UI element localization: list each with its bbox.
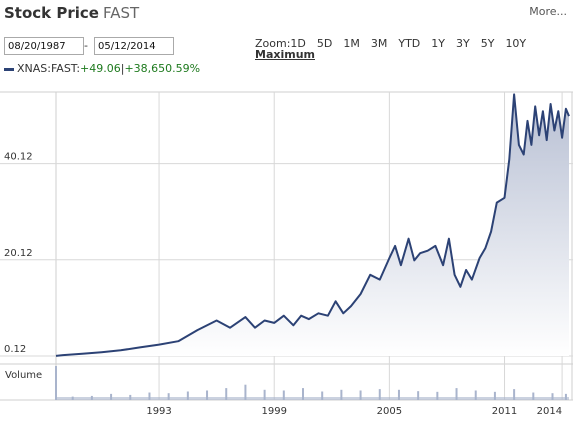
volume-bar (167, 393, 170, 400)
start-date-input[interactable] (4, 37, 84, 55)
volume-bar (340, 389, 343, 400)
zoom-bar: Zoom:1D 5D 1M 3M YTD 1Y 3Y 5Y 10Y (255, 37, 526, 50)
volume-bar (302, 388, 304, 400)
volume-bar (282, 390, 285, 400)
zoom-option-ytd[interactable]: YTD (398, 37, 421, 50)
volume-bar (55, 366, 57, 400)
y-tick-label: 20.12 (4, 248, 33, 259)
legend-change: +49.06 (80, 62, 121, 75)
volume-bar (378, 389, 381, 400)
y-tick-label: 0.12 (4, 344, 26, 355)
volume-bar (513, 389, 516, 400)
x-tick-label: 2011 (492, 406, 517, 417)
more-link[interactable]: More... (529, 5, 567, 18)
volume-bar (564, 393, 567, 400)
zoom-option-5d[interactable]: 5D (316, 37, 333, 50)
volume-label: Volume (5, 370, 42, 381)
legend-line-swatch (4, 67, 14, 71)
zoom-option-3m[interactable]: 3M (370, 37, 388, 50)
zoom-label: Zoom: (255, 37, 291, 50)
price-line (55, 93, 570, 357)
chart-legend: XNAS:FAST:+49.06|+38,650.59% (4, 62, 200, 75)
page-title: Stock Price (4, 4, 99, 22)
zoom-option-1d[interactable]: 1D (290, 37, 306, 50)
price-area (56, 94, 569, 357)
volume-bar (206, 390, 209, 400)
volume-bar (186, 391, 189, 400)
volume-bar (436, 391, 439, 400)
x-tick-label: 2014 (537, 406, 562, 417)
volume-bar (474, 390, 477, 400)
volume-bar (493, 391, 496, 400)
zoom-option-1m[interactable]: 1M (343, 37, 360, 50)
legend-separator: | (120, 62, 125, 75)
volume-baseline (56, 397, 569, 400)
ticker-symbol: FAST (102, 4, 140, 22)
volume-bar (244, 384, 247, 400)
x-tick-label: 2005 (377, 406, 402, 417)
volume-bar (532, 392, 535, 400)
date-separator: - (84, 39, 88, 52)
volume-bar (551, 393, 554, 400)
legend-series-name: XNAS:FAST: (17, 62, 81, 75)
volume-bar (110, 393, 113, 400)
zoom-option-5y[interactable]: 5Y (480, 37, 495, 50)
volume-bar (397, 389, 400, 400)
volume-bar (225, 388, 228, 400)
chart-title: Stock Price FAST (4, 3, 139, 23)
zoom-option-maximum[interactable]: Maximum (255, 48, 315, 61)
volume-bar (455, 388, 458, 400)
legend-percent-change: +38,650.59% (124, 62, 201, 75)
volume-bar (148, 392, 151, 400)
volume-bar (263, 389, 266, 400)
zoom-option-3y[interactable]: 3Y (456, 37, 470, 50)
volume-bar (321, 391, 324, 400)
x-tick-label: 1993 (146, 406, 171, 417)
zoom-option-10y[interactable]: 10Y (505, 37, 527, 50)
x-tick-label: 1999 (261, 406, 286, 417)
y-tick-label: 40.12 (4, 152, 33, 163)
end-date-input[interactable] (94, 37, 174, 55)
volume-bar (417, 391, 420, 400)
volume-bar (359, 390, 362, 400)
zoom-option-1y[interactable]: 1Y (431, 37, 445, 50)
